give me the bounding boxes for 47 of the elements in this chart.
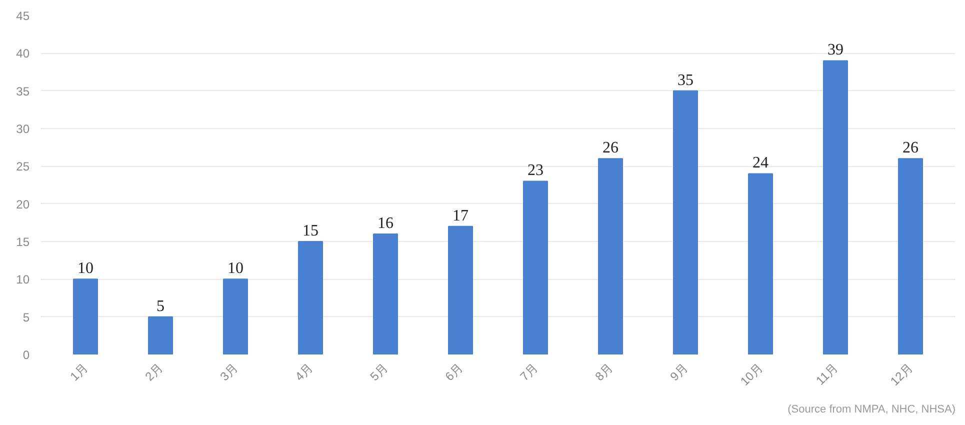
bar — [748, 173, 773, 354]
x-tick-label: 5月 — [367, 360, 390, 384]
x-tick-label: 8月 — [592, 360, 616, 384]
bar — [598, 158, 623, 354]
data-label: 5 — [156, 298, 164, 315]
data-label: 24 — [752, 154, 768, 172]
x-tick-label: 1月 — [67, 360, 90, 384]
x-tick-label: 7月 — [517, 360, 540, 384]
x-tick-label: 3月 — [217, 360, 240, 384]
x-tick-label: 12月 — [888, 360, 916, 388]
bar — [373, 233, 398, 354]
data-label: 16 — [378, 214, 394, 232]
y-tick-label: 35 — [16, 84, 30, 98]
bar — [898, 158, 923, 354]
bar — [523, 180, 548, 354]
data-label: 15 — [302, 222, 318, 240]
y-tick-label: 45 — [16, 9, 30, 23]
x-tick-label: 10月 — [738, 360, 766, 388]
data-label: 26 — [602, 140, 618, 157]
y-tick-label: 15 — [16, 235, 30, 249]
bar — [223, 278, 248, 354]
bar — [148, 316, 173, 354]
data-label: 35 — [678, 72, 694, 89]
x-tick-label: 4月 — [292, 360, 316, 384]
data-label: 17 — [452, 207, 468, 224]
data-label: 26 — [902, 140, 918, 157]
data-label: 10 — [228, 260, 244, 278]
data-label: 23 — [528, 162, 544, 180]
y-tick-label: 20 — [16, 197, 30, 212]
y-tick-label: 10 — [16, 272, 30, 287]
y-tick-label: 40 — [16, 46, 30, 61]
y-tick-label: 30 — [16, 122, 30, 136]
data-label: 39 — [828, 42, 844, 59]
bar — [823, 60, 848, 354]
y-tick-label: 0 — [22, 348, 30, 362]
y-tick-label: 5 — [22, 310, 30, 324]
bar — [448, 226, 473, 354]
x-tick-label: 6月 — [442, 360, 466, 384]
data-label: 10 — [78, 260, 94, 278]
y-tick-label: 25 — [16, 160, 30, 174]
bar — [73, 278, 98, 354]
bar — [673, 90, 698, 354]
x-tick-label: 9月 — [667, 360, 690, 384]
text: (Source from NMPA, NHC, NHSA) — [788, 404, 956, 416]
x-tick-label: 11月 — [813, 360, 840, 388]
x-tick-label: 2月 — [142, 360, 166, 384]
bar — [298, 241, 323, 354]
